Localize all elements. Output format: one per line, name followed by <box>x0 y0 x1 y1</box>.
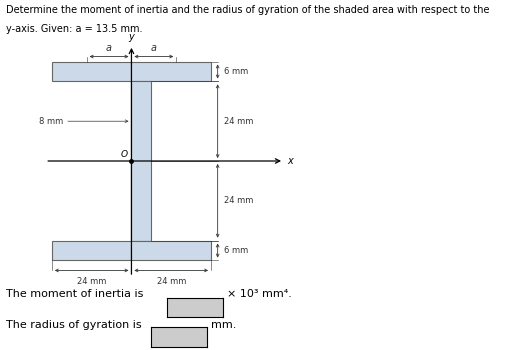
Text: y-axis. Given: a = 13.5 mm.: y-axis. Given: a = 13.5 mm. <box>6 25 143 35</box>
Text: a: a <box>151 43 157 52</box>
Text: × 10³ mm⁴.: × 10³ mm⁴. <box>227 289 292 299</box>
Text: The radius of gyration is: The radius of gyration is <box>6 320 142 330</box>
Text: y: y <box>129 32 134 42</box>
Text: mm.: mm. <box>211 320 237 330</box>
Text: 24 mm: 24 mm <box>157 277 186 286</box>
Text: 8 mm: 8 mm <box>39 117 63 126</box>
Text: O: O <box>121 150 128 159</box>
Text: 6 mm: 6 mm <box>224 246 249 255</box>
Text: 24 mm: 24 mm <box>77 277 106 286</box>
Bar <box>52 62 211 82</box>
Text: The moment of inertia is: The moment of inertia is <box>6 289 144 299</box>
Text: x: x <box>287 156 293 166</box>
Text: 24 mm: 24 mm <box>224 117 254 126</box>
Text: 24 mm: 24 mm <box>224 196 254 205</box>
Bar <box>132 82 151 240</box>
Text: Determine the moment of inertia and the radius of gyration of the shaded area wi: Determine the moment of inertia and the … <box>6 5 490 15</box>
Text: 6 mm: 6 mm <box>224 67 249 76</box>
Bar <box>52 240 211 260</box>
Text: a: a <box>106 43 112 52</box>
